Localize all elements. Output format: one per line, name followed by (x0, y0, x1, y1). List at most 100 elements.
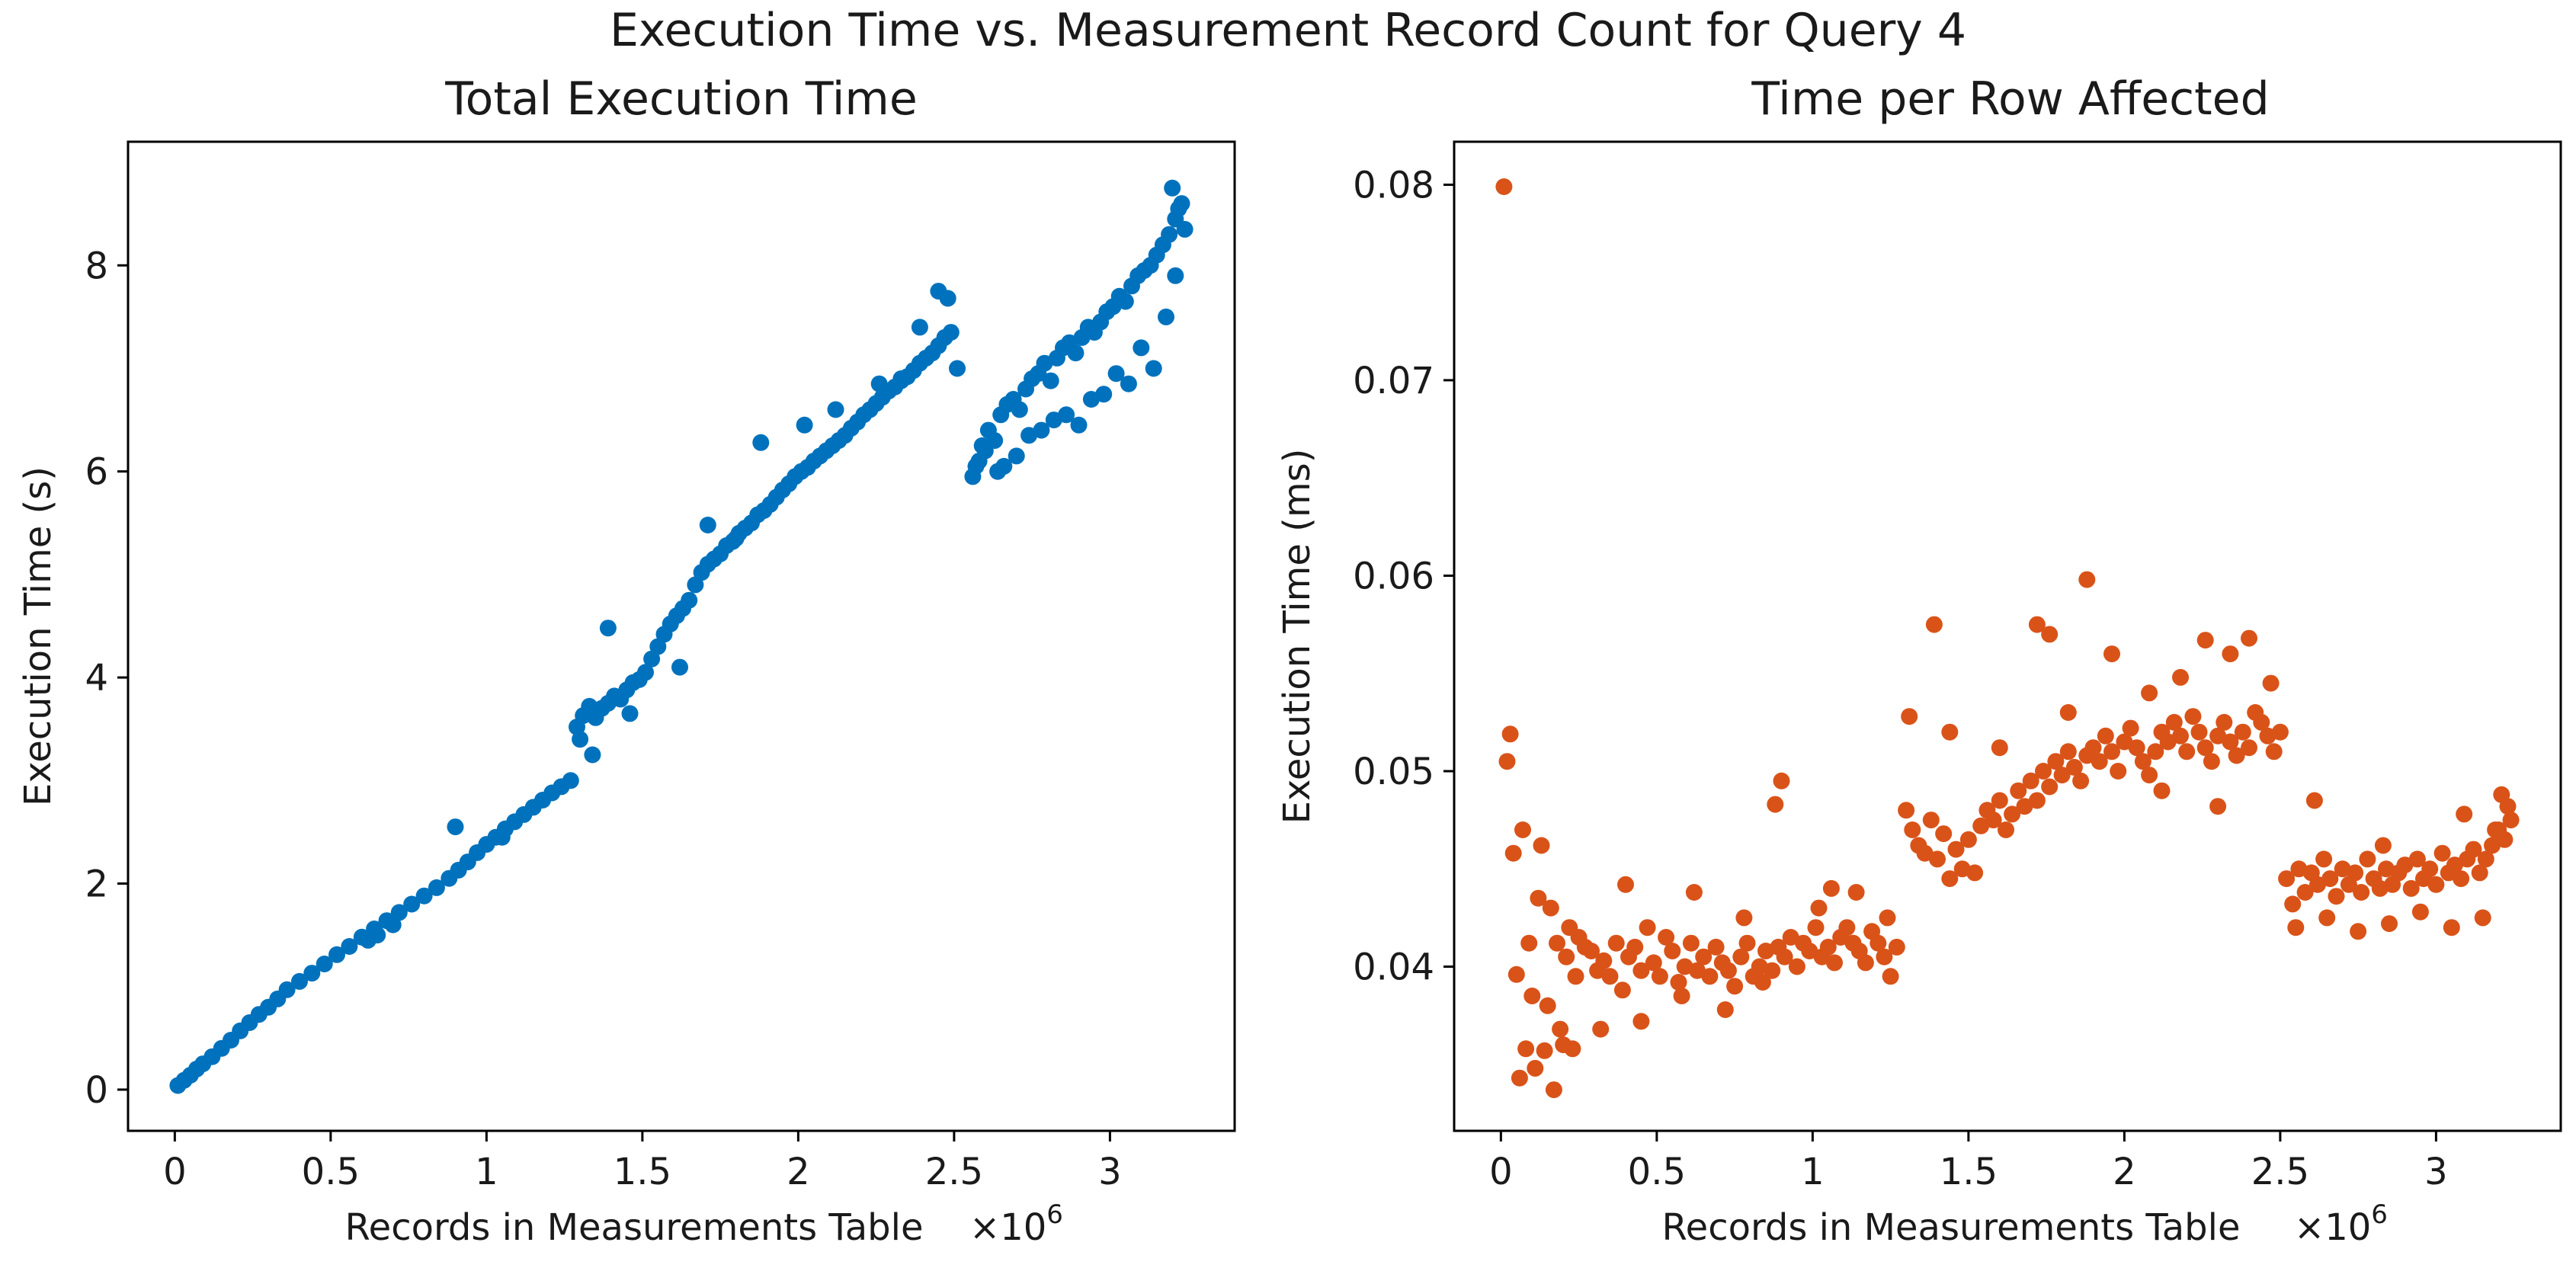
y-tick-label: 0.04 (1353, 946, 1434, 989)
data-point (2035, 763, 2052, 780)
data-point (2016, 798, 2033, 815)
x-tick-label: 1.5 (614, 1151, 671, 1193)
data-point (1613, 981, 1631, 999)
y-axis-label: Execution Time (s) (17, 466, 59, 806)
data-point (671, 658, 688, 676)
data-point (1645, 954, 1662, 972)
y-axis-ticks: 0 2 4 6 8 (85, 245, 128, 1112)
data-point (2004, 805, 2021, 823)
data-point (2456, 805, 2473, 823)
y-axis-label: Execution Time (ms) (1276, 449, 1318, 825)
data-point (1738, 934, 1756, 952)
data-point (1558, 948, 1575, 965)
data-point (1549, 934, 1565, 952)
data-point (1682, 934, 1700, 952)
data-point (2147, 743, 2164, 760)
data-point (1807, 919, 1825, 937)
data-point (2172, 668, 2189, 686)
data-point (2262, 674, 2280, 692)
plot-frame (1453, 140, 2562, 1132)
data-point (827, 401, 844, 418)
data-point (1067, 344, 1085, 362)
data-point (1764, 962, 1781, 979)
data-point (316, 956, 333, 972)
y-tick-label: 0 (85, 1069, 108, 1112)
data-point (942, 324, 960, 341)
data-point (1822, 879, 1840, 897)
data-point (1639, 919, 1656, 937)
data-point (384, 916, 402, 933)
subplot-total-execution-time: Total Execution Time 0 0.5 1 1.5 2 2.5 3 0 2 4 6 8… (17, 72, 1236, 1249)
data-point (1539, 997, 1556, 1014)
data-point (2041, 626, 2059, 643)
data-point (1552, 1020, 1569, 1038)
data-point (1507, 965, 1525, 983)
y-tick-label: 0.07 (1353, 360, 1434, 402)
data-point (1495, 178, 1513, 195)
data-point (727, 530, 745, 547)
data-point (1523, 988, 1541, 1004)
data-point (1564, 1040, 1581, 1058)
data-point (1991, 792, 2008, 809)
data-point (1719, 962, 1737, 979)
data-point (2084, 739, 2102, 757)
data-point (1754, 974, 1771, 991)
data-point (976, 442, 994, 459)
data-point (2328, 888, 2345, 905)
data-point (1583, 943, 1600, 959)
data-point (1782, 929, 1799, 946)
y-tick-label: 2 (85, 863, 108, 906)
data-point (1707, 938, 1725, 956)
data-point (1170, 200, 1187, 217)
data-point (1632, 962, 1650, 979)
data-point (2041, 778, 2059, 796)
data-point (2141, 767, 2158, 784)
data-point (2421, 860, 2439, 878)
subplot-time-per-row: Time per Row Affected 0 0.5 1 1.5 2 2.5 3 0.04… (1276, 72, 2562, 1249)
data-point (1819, 938, 1837, 956)
data-point (1870, 934, 1887, 952)
data-point (1888, 938, 1905, 956)
data-point (1773, 772, 1790, 789)
data-point (1922, 812, 1940, 829)
data-point (1042, 372, 1059, 389)
data-point (2408, 850, 2426, 868)
scatter-series (169, 179, 1193, 1094)
data-point (2411, 903, 2429, 921)
data-point (2284, 895, 2302, 913)
data-point (2396, 857, 2414, 874)
data-point (2116, 733, 2133, 751)
data-point (2427, 876, 2445, 893)
x-tick-label: 0.5 (1628, 1151, 1686, 1193)
data-point (2103, 743, 2120, 760)
data-point (1788, 958, 1805, 975)
data-point (2216, 713, 2233, 731)
data-point (1701, 968, 1719, 985)
x-tick-label: 1 (1801, 1151, 1825, 1193)
data-point (2010, 782, 2027, 799)
data-point (2128, 739, 2145, 757)
data-point (1695, 948, 1713, 965)
data-point (1607, 934, 1625, 952)
data-point (1595, 952, 1613, 969)
x-tick-label: 3 (2424, 1151, 2448, 1193)
data-point (572, 731, 589, 748)
data-point (369, 927, 386, 944)
data-point (2474, 909, 2491, 927)
data-point (643, 650, 661, 668)
data-point (1058, 406, 1075, 424)
data-point (2253, 713, 2270, 731)
data-point (1673, 988, 1690, 1004)
data-point (1145, 360, 1162, 377)
data-point (939, 290, 956, 307)
data-point (1726, 978, 1744, 995)
data-point (1176, 220, 1193, 238)
data-point (1732, 948, 1750, 965)
data-point (1959, 831, 1977, 848)
subplot-title: Time per Row Affected (1751, 72, 2269, 126)
data-point (2209, 798, 2227, 815)
data-point (2028, 616, 2046, 633)
data-point (1966, 864, 1984, 882)
data-point (1504, 844, 1522, 862)
data-point (2059, 743, 2077, 760)
